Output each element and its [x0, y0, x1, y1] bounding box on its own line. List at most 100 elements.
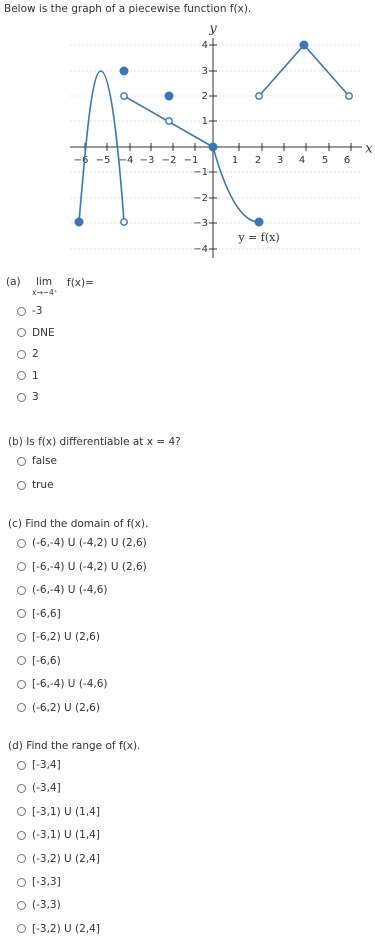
- question-prompt: (c) Find the domain of f(x).: [8, 518, 149, 530]
- option[interactable]: 1: [17, 368, 39, 384]
- option[interactable]: [-6,-4) U (-4,2) U (2,6): [17, 559, 147, 575]
- question-prompt: (d) Find the range of f(x).: [8, 740, 141, 752]
- option-text: (-3,4]: [32, 782, 61, 795]
- option-text: [-3,1) U (1,4]: [32, 805, 100, 818]
- x-tick-label: 4: [299, 155, 305, 166]
- option-text: (-3,1) U (1,4]: [32, 829, 100, 842]
- radio-button[interactable]: [17, 538, 26, 548]
- option-text: (-6,-4) U (-4,2) U (2,6): [32, 537, 147, 549]
- option-text: true: [32, 479, 54, 491]
- curve: [78, 43, 350, 223]
- option[interactable]: (-6,2) U (2,6): [17, 700, 100, 716]
- option[interactable]: [-6,6]: [17, 606, 61, 622]
- radio-button[interactable]: [17, 371, 26, 380]
- option-text: [-3,3]: [32, 876, 61, 888]
- radio-button[interactable]: [17, 480, 26, 490]
- radio-button[interactable]: [17, 807, 26, 817]
- option-text: (-3,2) U (2,4]: [32, 852, 100, 865]
- option[interactable]: [-6,2) U (2,6): [17, 629, 100, 645]
- option-text: [-6,-4) U (-4,2) U (2,6): [32, 560, 147, 573]
- radio-button[interactable]: [17, 632, 26, 642]
- option[interactable]: [-3,3]: [17, 874, 61, 890]
- option[interactable]: -3: [17, 303, 42, 319]
- lim-sub: x→−4⁺: [32, 288, 58, 297]
- radio-button[interactable]: [17, 877, 26, 887]
- lim: lim: [36, 276, 53, 288]
- option-text: 2: [32, 348, 39, 360]
- question-label: (a): [6, 276, 21, 288]
- radio-button[interactable]: [17, 585, 26, 595]
- option-text: 1: [32, 369, 39, 382]
- option-text: false: [32, 455, 57, 467]
- y-tick-label: 3: [202, 66, 208, 77]
- radio-button[interactable]: [17, 562, 26, 571]
- option[interactable]: 3: [17, 389, 39, 405]
- option-text: [-3,2) U (2,4]: [32, 922, 100, 935]
- option[interactable]: (-3,4]: [17, 780, 61, 796]
- x-tick-label: −4: [119, 155, 134, 166]
- option-text: (-6,-4) U (-4,6): [32, 584, 108, 596]
- x-tick-label: 5: [322, 155, 328, 166]
- option[interactable]: (-3,3): [17, 897, 61, 913]
- option[interactable]: (-6,-4) U (-4,6): [17, 582, 108, 598]
- option[interactable]: (-3,1) U (1,4]: [17, 827, 100, 843]
- option[interactable]: DNE: [17, 325, 55, 341]
- radio-button[interactable]: [17, 830, 26, 840]
- x-tick-label: 1: [232, 155, 238, 166]
- question-prompt: (b) Is f(x) differentiable at x = 4?: [8, 436, 181, 448]
- radio-button[interactable]: [17, 760, 26, 770]
- option-text: [-6,6]: [32, 607, 61, 620]
- radio-button[interactable]: [17, 703, 26, 712]
- x-tick-label: −5: [96, 155, 111, 166]
- option-text: [-6,2) U (2,6): [32, 631, 100, 643]
- option-text: [-6,-4) U (-4,6): [32, 678, 108, 690]
- radio-button[interactable]: [17, 328, 26, 337]
- radio-button[interactable]: [17, 656, 26, 665]
- option[interactable]: 2: [17, 346, 39, 362]
- x-tick-label: −1: [184, 155, 199, 166]
- option[interactable]: [-6,6): [17, 653, 61, 669]
- option[interactable]: (-3,2) U (2,4]: [17, 851, 100, 867]
- radio-button[interactable]: [17, 349, 26, 359]
- function-label: y = f(x): [237, 231, 279, 244]
- option[interactable]: [-3,1) U (1,4]: [17, 804, 100, 820]
- option[interactable]: (-6,-4) U (-4,2) U (2,6): [17, 535, 147, 551]
- intro: Below is the graph of a piecewise functi…: [4, 3, 252, 15]
- y-axis-label: y: [208, 22, 217, 37]
- option-text: (-6,2) U (2,6): [32, 701, 100, 714]
- option[interactable]: true: [17, 477, 54, 493]
- option-text: [-3,4]: [32, 759, 61, 771]
- option[interactable]: [-6,-4) U (-4,6): [17, 676, 108, 692]
- radio-button[interactable]: [17, 609, 26, 618]
- radio-button[interactable]: [17, 854, 26, 864]
- radio-button[interactable]: [17, 679, 26, 689]
- radio-button[interactable]: [17, 900, 26, 910]
- y-tick-label: −1: [193, 167, 208, 178]
- radio-button[interactable]: [17, 783, 26, 793]
- option-text: 3: [32, 391, 39, 403]
- y-tick-label: −4: [193, 244, 208, 255]
- y-tick-label: 1: [202, 116, 208, 127]
- radio-button[interactable]: [17, 306, 26, 316]
- x-tick-label: −2: [162, 155, 177, 166]
- radio-button[interactable]: [17, 456, 26, 466]
- y-tick-label: −3: [193, 218, 208, 229]
- x-tick-label: 6: [344, 155, 350, 166]
- x-tick-label: −3: [140, 155, 155, 166]
- x-tick-label: −6: [74, 155, 89, 166]
- x-axis-label: x: [365, 142, 373, 157]
- option-text: [-6,6): [32, 654, 61, 667]
- option[interactable]: false: [17, 453, 57, 469]
- y-tick-label: 4: [202, 40, 208, 51]
- y-tick-label: 2: [202, 91, 208, 102]
- option-text: -3: [32, 305, 43, 317]
- option[interactable]: [-3,4]: [17, 757, 61, 773]
- question-prompt: f(x)=: [67, 277, 94, 289]
- option[interactable]: [-3,2) U (2,4]: [17, 921, 100, 937]
- radio-button[interactable]: [17, 392, 26, 402]
- radio-button[interactable]: [17, 924, 26, 934]
- x-tick-label: 2: [255, 155, 261, 166]
- y-tick-label: −2: [193, 193, 208, 204]
- points: [74, 40, 353, 227]
